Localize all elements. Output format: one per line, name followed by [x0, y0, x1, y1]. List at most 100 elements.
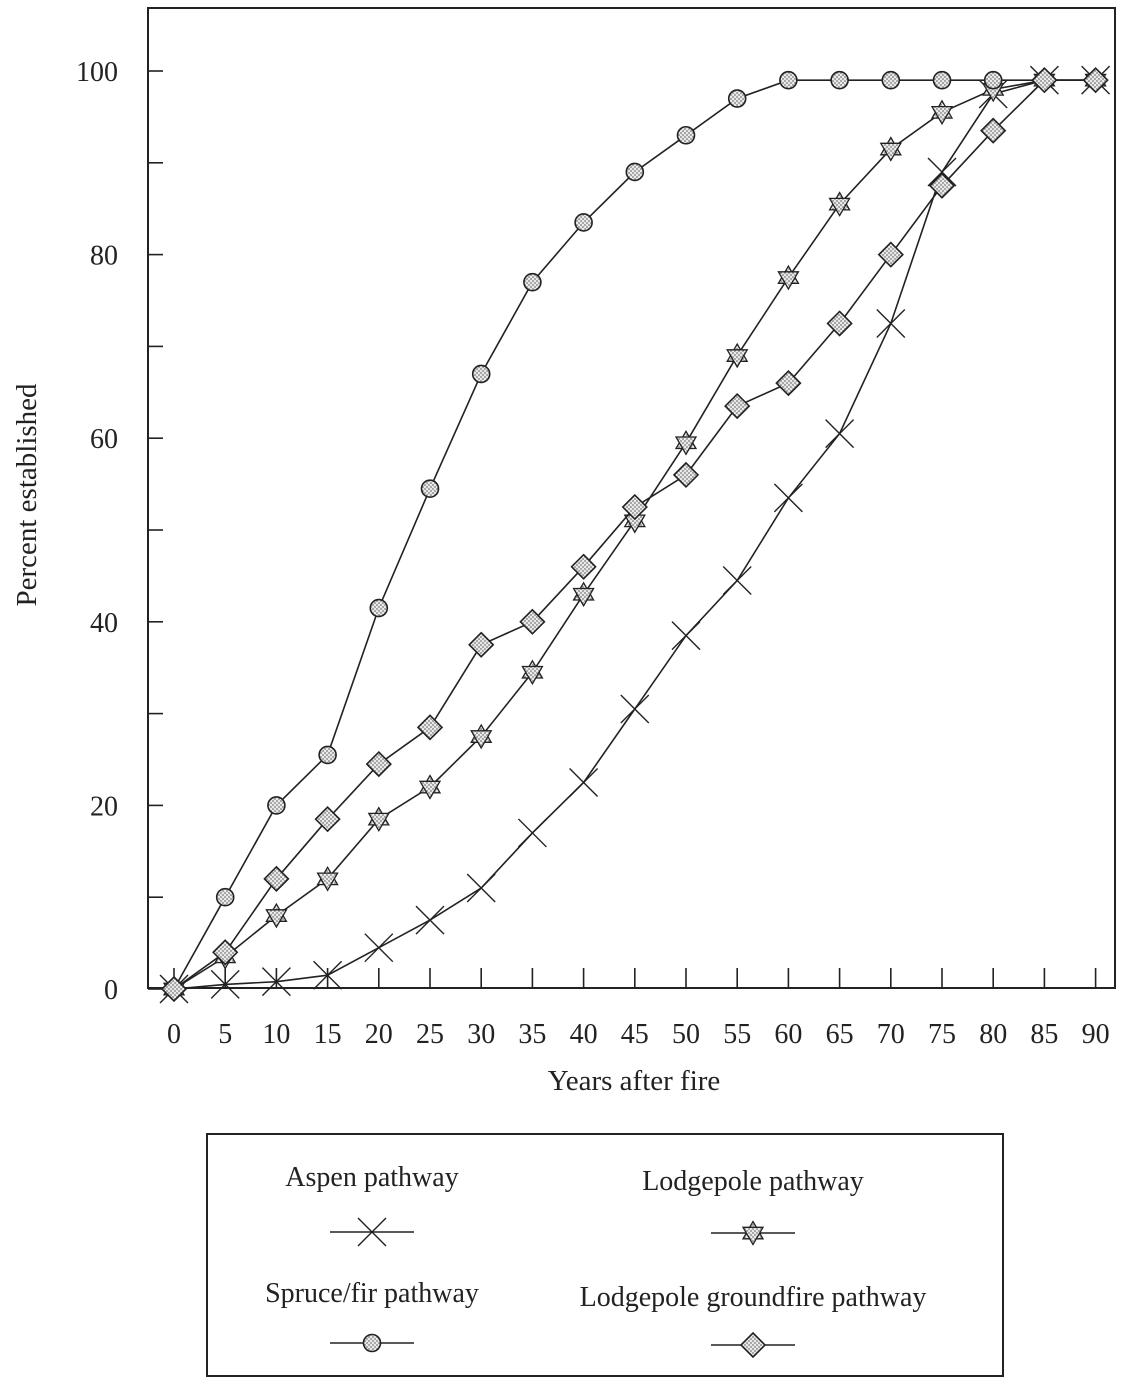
- data-point: [881, 70, 901, 90]
- series-aspen-pathway: [159, 65, 1111, 1004]
- data-point: [726, 342, 749, 369]
- y-tick-label: 0: [104, 975, 118, 1006]
- x-tick-label: 80: [979, 1019, 1007, 1050]
- series-lodgepole-groundfire-pathway: [160, 67, 1109, 1003]
- data-point: [773, 483, 803, 513]
- x-tick-label: 55: [723, 1019, 751, 1050]
- data-point: [621, 493, 648, 521]
- data-point: [1082, 67, 1109, 94]
- legend: Aspen pathway Lodgepole pathway Spruce/f…: [206, 1133, 1004, 1377]
- data-point: [470, 723, 493, 750]
- data-point: [777, 264, 800, 291]
- series-line: [173, 79, 1096, 990]
- data-point: [316, 866, 339, 892]
- data-point: [727, 89, 747, 108]
- data-point: [263, 865, 290, 892]
- data-point: [420, 479, 440, 498]
- data-point: [523, 272, 542, 292]
- legend-box: [206, 1133, 1004, 1377]
- data-point: [468, 631, 495, 658]
- data-point: [932, 70, 952, 90]
- legend-marker: [362, 1333, 382, 1353]
- data-point: [365, 750, 392, 778]
- x-tick-label: 20: [365, 1019, 393, 1050]
- data-point: [676, 125, 696, 145]
- data-point: [574, 213, 593, 232]
- data-point: [828, 191, 851, 217]
- legend-label-lodgepole: Lodgepole pathway: [642, 1166, 864, 1197]
- y-axis: 0 20 40 60 80 100: [76, 57, 163, 1006]
- x-tick-label: 40: [570, 1019, 598, 1050]
- data-point: [672, 461, 700, 489]
- data-point: [210, 969, 240, 999]
- data-point: [367, 806, 390, 832]
- y-tick-label: 60: [90, 424, 118, 455]
- data-point: [722, 565, 752, 595]
- data-point: [876, 308, 906, 338]
- data-point: [364, 933, 394, 963]
- data-point: [517, 818, 547, 848]
- legend-label-lodgepole-groundfire: Lodgepole groundfire pathway: [580, 1282, 927, 1313]
- data-point: [318, 745, 337, 765]
- data-point: [779, 70, 798, 90]
- y-tick-label: 80: [90, 241, 118, 272]
- data-point: [927, 157, 957, 187]
- data-point: [879, 136, 902, 162]
- data-point: [830, 70, 849, 90]
- data-point: [416, 714, 444, 741]
- series-line: [173, 79, 1096, 990]
- x-tick-label: 30: [467, 1019, 495, 1050]
- y-tick-label: 20: [90, 791, 118, 822]
- legend-swatch-spruce-fir: [330, 1333, 414, 1353]
- data-point: [826, 310, 853, 337]
- series-line: [173, 79, 1096, 990]
- legend-swatch-lodgepole: [711, 1220, 795, 1246]
- x-tick-label: 70: [877, 1019, 905, 1050]
- data-point: [521, 659, 544, 686]
- data-point: [265, 902, 288, 929]
- data-point: [983, 70, 1003, 90]
- data-point: [313, 960, 343, 990]
- series-line: [173, 79, 1096, 990]
- x-tick-label: 50: [672, 1019, 700, 1050]
- data-point: [369, 598, 389, 618]
- x-axis: 0 5 10 15 20 25 30 35 40 45 50 55 60 65 70 75 80 85 90: [167, 968, 1110, 1050]
- data-point: [620, 694, 650, 724]
- series-lodgepole-pathway: [162, 67, 1107, 1002]
- x-tick-label: 25: [416, 1019, 444, 1050]
- data-point: [471, 364, 491, 384]
- plot-frame: [147, 7, 1116, 989]
- x-tick-label: 75: [928, 1019, 956, 1050]
- data-point: [877, 241, 904, 268]
- data-point: [314, 806, 341, 833]
- data-point: [160, 975, 188, 1003]
- x-tick-label: 65: [826, 1019, 854, 1050]
- y-axis-title: Percent established: [11, 383, 43, 607]
- y-tick-label: 100: [76, 57, 118, 88]
- x-tick-label: 85: [1030, 1019, 1058, 1050]
- data-point: [212, 939, 239, 966]
- data-point: [569, 767, 599, 797]
- data-point: [570, 553, 597, 580]
- data-point: [466, 873, 496, 903]
- data-point: [671, 621, 701, 651]
- data-point: [625, 162, 645, 182]
- data-point: [930, 99, 954, 126]
- x-tick-label: 10: [262, 1019, 290, 1050]
- legend-marker: [357, 1217, 387, 1247]
- data-point: [418, 774, 442, 800]
- data-point: [775, 369, 802, 397]
- y-tick-label: 40: [90, 608, 118, 639]
- data-point: [267, 796, 286, 815]
- legend-swatch-aspen: [330, 1217, 414, 1247]
- data-point: [674, 430, 698, 456]
- data-point: [825, 419, 855, 449]
- x-tick-label: 60: [774, 1019, 802, 1050]
- legend-label-aspen: Aspen pathway: [285, 1162, 458, 1193]
- data-point: [1031, 67, 1058, 94]
- data-point: [724, 392, 751, 420]
- data-point: [519, 608, 546, 635]
- series-spruce-fir-pathway: [164, 70, 1105, 999]
- legend-marker: [741, 1220, 765, 1246]
